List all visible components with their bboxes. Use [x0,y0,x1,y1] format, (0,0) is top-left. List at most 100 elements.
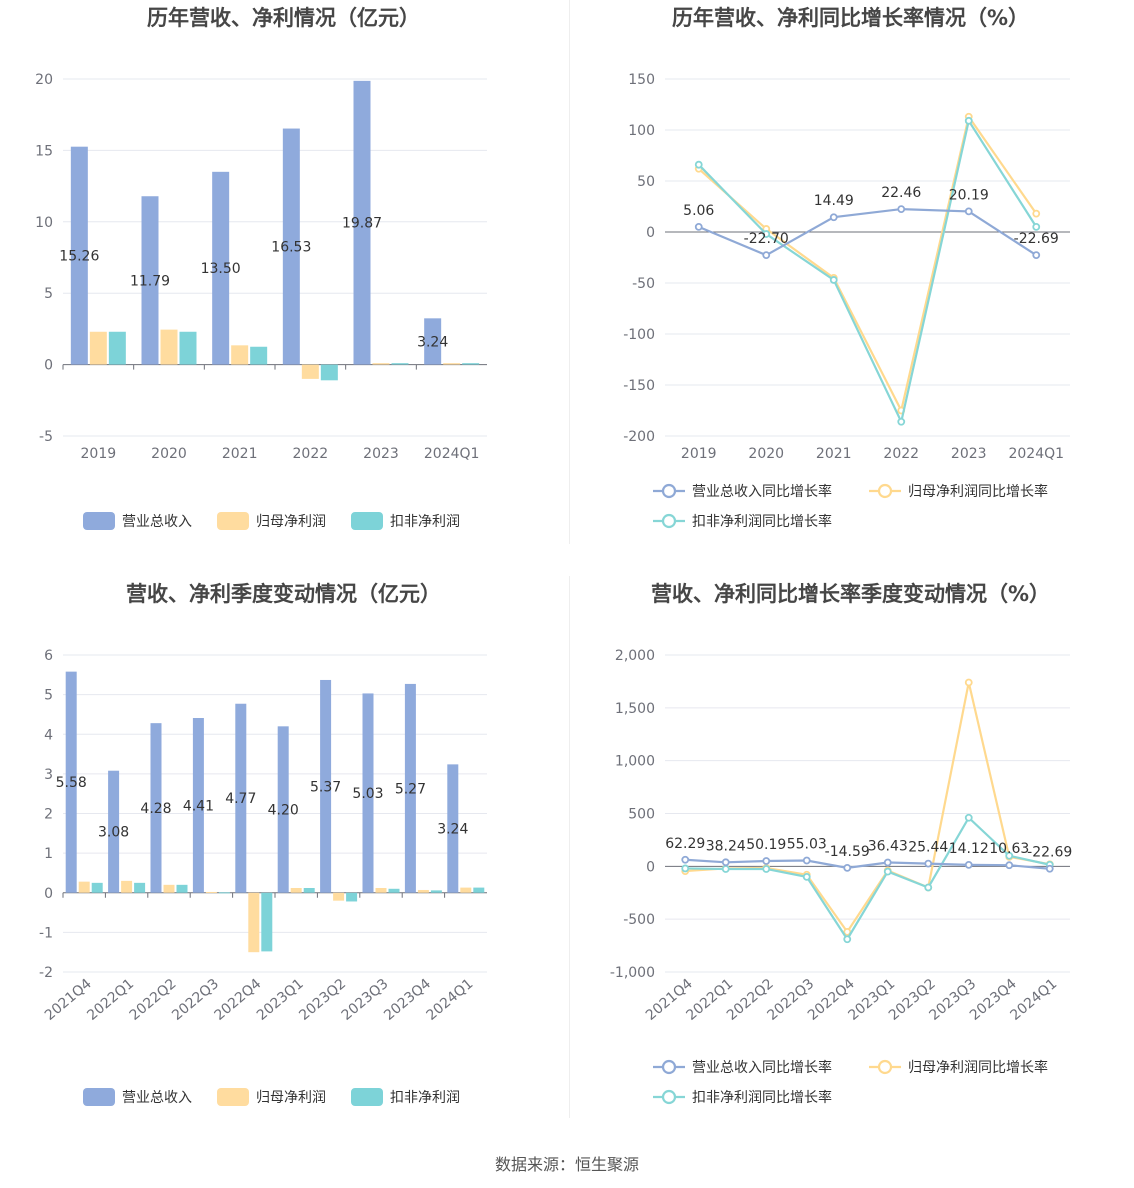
data-label: 13.50 [201,261,241,277]
bar-net-profit [372,363,390,365]
x-tick-label: 2021 [222,446,258,462]
bar-deducted-profit [108,331,126,365]
legend-label: 营业总收入同比增长率 [692,1059,832,1076]
x-tick-label: 2023 [951,446,987,462]
y-tick-label: -5 [39,429,53,445]
series-point [762,251,771,260]
series-point [681,855,690,864]
legend-label: 营业总收入同比增长率 [692,483,832,500]
x-tick-label: 2019 [681,446,717,462]
series-point [964,813,973,822]
series-point [681,864,690,873]
legend-label: 扣非净利润同比增长率 [692,1089,832,1106]
series-point [802,856,811,865]
legend-label: 归母净利润同比增长率 [908,1059,1048,1076]
bar-revenue [353,80,371,365]
bar-revenue [108,770,120,893]
vertical-divider-bottom [569,576,570,1118]
y-tick-label: 0 [646,225,655,241]
bar-deducted-profit [134,882,146,893]
series-point [883,858,892,867]
bar-revenue [282,128,300,365]
y-tick-label: 0 [44,886,53,902]
series-point [762,857,771,865]
series-point [1032,222,1041,231]
x-tick-label: 2022Q2 [127,976,180,1024]
bar-revenue [235,703,247,893]
legend-label: 扣非净利润同比增长率 [692,513,832,530]
y-tick-label: 0 [646,859,655,875]
series-point [843,927,852,936]
bar-deducted-profit [179,331,197,365]
bar-revenue [362,693,374,893]
series-point [843,863,852,872]
bar-revenue [424,318,442,365]
data-label: 62.29 [665,836,705,852]
y-tick-label: 1,500 [615,701,655,717]
series-line-revenue-growth [685,858,1050,870]
x-tick-label: 2024Q1 [1008,446,1064,462]
bar-deducted-profit [462,363,480,365]
legend-swatch [351,512,383,530]
x-tick-label: 2021 [816,446,852,462]
legend-marker [661,1059,677,1075]
x-tick-label: 2022 [883,446,919,462]
y-tick-label: -1,000 [610,965,655,981]
bar-deducted-profit [261,892,273,952]
bar-revenue [192,718,204,893]
x-tick-label: 2020 [151,446,187,462]
legend-label: 归母净利润 [256,1089,326,1106]
y-tick-label: 3 [44,767,53,783]
data-label: 20.19 [949,187,989,203]
bar-revenue [150,723,162,893]
series-point [762,230,771,238]
legend-label: 营业总收入 [122,1090,192,1106]
series-point [897,205,906,213]
series-point [802,872,811,881]
bar-revenue [277,726,289,893]
y-tick-label: -2 [39,965,53,981]
y-tick-label: 2,000 [615,648,655,664]
panel-quarterly-growth: 营收、净利同比增长率季度变动情况（%） -1,000 -500 0 500 1,000 1… [567,576,1134,1152]
series-line-deducted-growth [685,815,1050,942]
y-tick-label: 10 [35,215,53,231]
data-label: 55.03 [787,837,827,853]
data-label: -22.69 [1014,231,1059,247]
data-label: 3.24 [437,822,468,838]
data-label: 14.49 [814,193,854,209]
y-tick-label: 150 [628,72,655,88]
data-label: 4.20 [268,803,299,819]
x-tick-label: 2024Q1 [424,976,477,1024]
bar-revenue [65,671,77,893]
data-label: 16.53 [271,240,311,256]
series-point [829,213,838,222]
series-point [897,417,906,426]
data-label: 5.37 [310,779,341,795]
bar-net-profit [460,887,472,893]
bar-revenue [447,764,459,893]
x-tick-label: 2022Q1 [84,976,137,1024]
y-tick-label: 5 [44,286,53,302]
bar-deducted-profit [388,888,400,893]
legend-marker [661,1089,677,1105]
y-tick-label: 0 [44,358,53,374]
bar-deducted-profit [473,887,485,893]
data-label: 4.28 [140,801,171,817]
annual-bar-chart: -5 0 5 10 15 20 2019 2020 2021 2022 2023 2024Q1 15.2… [35,72,487,530]
series-point [964,207,973,216]
series-point [964,116,973,125]
quarterly-growth-line-chart: -1,000-50005001,0001,5002,0002021Q42022Q… [610,648,1072,1106]
data-label: -22.69 [1027,845,1072,861]
bar-net-profit [163,884,175,893]
series-point [1032,251,1041,260]
x-tick-label: 2019 [81,446,117,462]
bar-net-profit [231,345,249,365]
x-tick-label: 2023Q1 [254,976,307,1024]
y-tick-label: 5 [44,688,53,704]
series-point [883,867,892,876]
series-line-deducted-growth [697,117,1038,426]
data-label: 50.19 [746,837,786,853]
series-point [721,865,730,873]
y-tick-label: 15 [35,143,53,159]
bar-deducted-profit [430,890,442,893]
